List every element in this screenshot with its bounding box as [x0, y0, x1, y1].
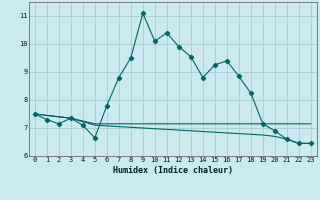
- X-axis label: Humidex (Indice chaleur): Humidex (Indice chaleur): [113, 166, 233, 175]
